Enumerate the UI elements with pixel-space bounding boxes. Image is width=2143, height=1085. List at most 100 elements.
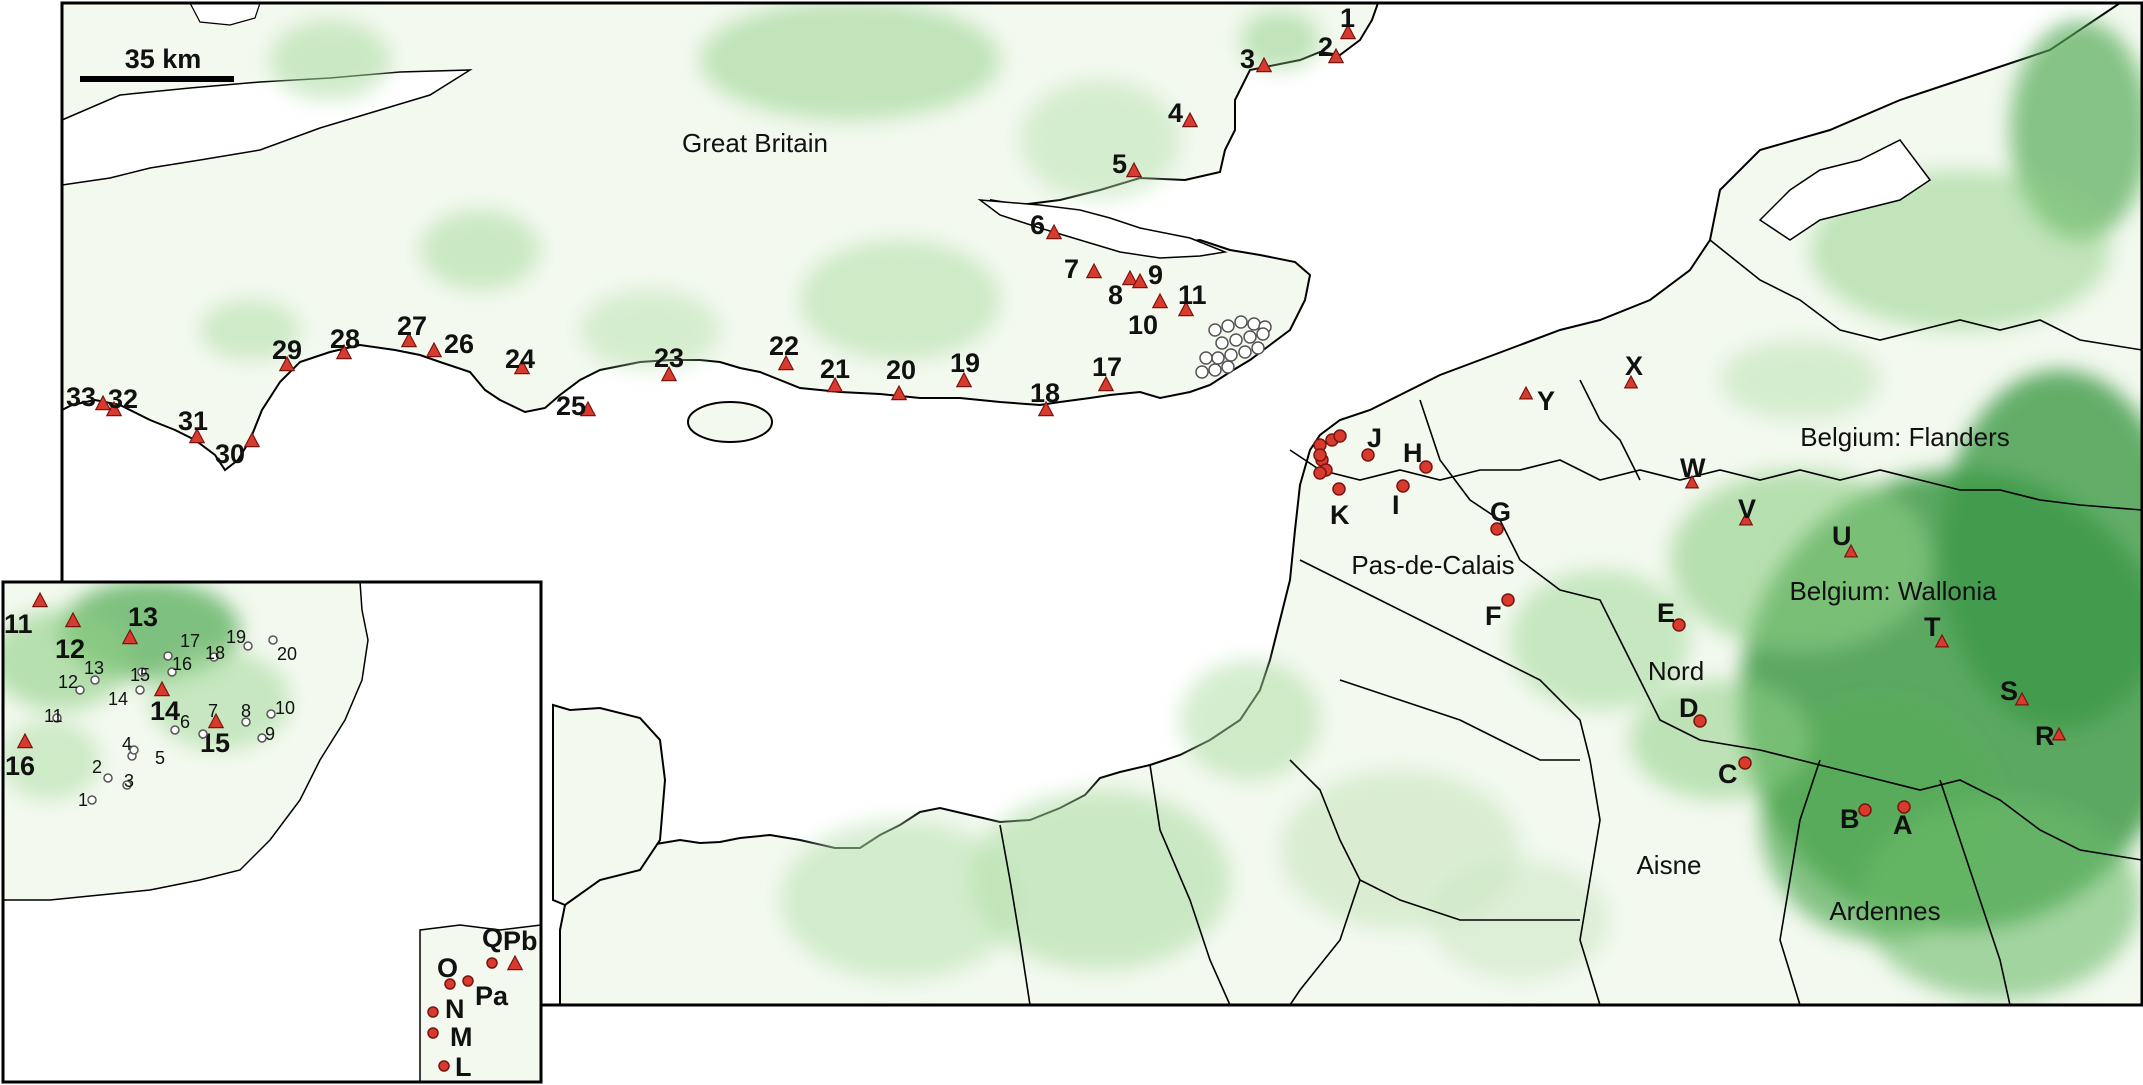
site-marker-I	[1396, 479, 1410, 493]
inset-circle-label-2: 2	[92, 757, 102, 777]
site-marker-X	[1623, 374, 1639, 389]
inset-circle-label-13: 13	[84, 658, 104, 678]
inset-circle-label-14: 14	[108, 689, 128, 709]
scheldt-estuary	[1758, 139, 1932, 241]
inset-site-label-11: 11	[4, 609, 33, 639]
inset-circle-label-10: 10	[275, 698, 295, 718]
region-label-flanders: Belgium: Flanders	[1800, 422, 2010, 452]
site-label-22: 22	[769, 331, 799, 361]
isle-of-wight	[687, 401, 773, 443]
inset-open-circle-15	[137, 667, 147, 677]
site-marker-B	[1858, 803, 1872, 817]
site-label-S: S	[2000, 676, 2018, 706]
inset-coast-label-Pb: Pb	[503, 926, 538, 956]
site-label-I: I	[1392, 490, 1400, 520]
inset-open-circle-17	[163, 651, 173, 661]
inset-coast-marker-L	[438, 1060, 450, 1072]
site-marker-31	[188, 427, 206, 444]
inset-circle-label-1: 1	[78, 790, 88, 810]
inset-circle-label-5: 5	[155, 748, 165, 768]
site-label-8: 8	[1108, 280, 1123, 310]
inset-site-marker-11	[31, 591, 49, 608]
site-label-3: 3	[1240, 44, 1255, 74]
site-marker-30	[243, 431, 261, 448]
site-label-30: 30	[215, 439, 245, 469]
site-label-B: B	[1840, 804, 1860, 834]
inset-open-circle-13	[90, 675, 100, 685]
site-label-4: 4	[1168, 98, 1183, 128]
bristol-channel	[62, 69, 473, 186]
site-marker-U	[1843, 543, 1859, 558]
site-label-1: 1	[1340, 3, 1355, 33]
inset-open-circle-16	[167, 667, 177, 677]
inset-coast-marker-O	[444, 978, 456, 990]
inset-open-circle-5	[129, 745, 139, 755]
scale-bar-line	[80, 76, 234, 82]
inset-open-circle-11	[52, 713, 62, 723]
inset-frame	[1, 580, 543, 1084]
site-label-T: T	[1924, 612, 1941, 642]
site-marker-26	[425, 341, 443, 358]
inset-open-circle-6	[170, 725, 180, 735]
site-marker-20	[890, 384, 908, 401]
normandy-peninsula	[552, 703, 667, 907]
inset-coast-marker-N	[427, 1006, 439, 1018]
site-label-C: C	[1718, 759, 1738, 789]
inset-site-marker-13	[121, 628, 139, 645]
inset-open-circle-10	[266, 709, 276, 719]
site-label-28: 28	[330, 324, 360, 354]
inset-circle-label-20: 20	[277, 644, 297, 664]
inset-coast-label-O: O	[437, 953, 458, 983]
inset-coast-marker-Q	[486, 957, 498, 969]
inset-coast-marker-Pa	[462, 975, 474, 987]
kent-open-circles	[1195, 315, 1272, 379]
inset-coast-marker-M	[427, 1027, 439, 1039]
site-label-27: 27	[397, 311, 427, 341]
site-marker-6	[1045, 223, 1063, 240]
uk-triangle-sites: 1234567891011171819202122232425262728293…	[66, 3, 1357, 469]
site-label-6: 6	[1030, 210, 1045, 240]
site-label-W: W	[1680, 453, 1706, 483]
site-marker-V	[1738, 511, 1754, 526]
site-label-U: U	[1832, 521, 1852, 551]
site-marker-3	[1255, 56, 1273, 73]
site-label-9: 9	[1148, 260, 1163, 290]
site-marker-R	[2051, 726, 2067, 741]
inset-coast-label-L: L	[455, 1052, 472, 1082]
inset-site-marker-15	[207, 712, 225, 729]
site-label-21: 21	[820, 354, 850, 384]
site-label-11: 11	[1178, 280, 1207, 310]
site-label-25: 25	[556, 391, 586, 421]
inset-circle-label-6: 6	[180, 712, 190, 732]
inset-open-circle-18	[209, 652, 219, 662]
site-label-E: E	[1657, 598, 1675, 628]
admin-borders	[999, 239, 2142, 1005]
site-marker-21	[826, 376, 844, 393]
inset-circle-label-15: 15	[130, 665, 150, 685]
site-marker-T	[1934, 633, 1950, 648]
inset-circle-label-11: 11	[44, 706, 63, 726]
site-marker-4	[1181, 111, 1199, 128]
density-surface	[200, 3, 2142, 1000]
site-label-19: 19	[950, 348, 980, 378]
site-label-5: 5	[1112, 149, 1127, 179]
site-marker-A	[1897, 800, 1911, 814]
inset-coast-label-N: N	[445, 994, 465, 1024]
inset-circle-label-3: 3	[124, 771, 134, 791]
inset-coast-marker-Pb	[506, 954, 524, 971]
inset-circle-label-12: 12	[58, 672, 78, 692]
inset-open-circle-8	[241, 717, 251, 727]
site-label-24: 24	[505, 344, 535, 374]
french-coast-cluster	[1313, 429, 1347, 480]
site-label-29: 29	[272, 335, 302, 365]
inset-site-label-12: 12	[55, 634, 85, 664]
site-label-23: 23	[654, 343, 684, 373]
site-marker-W	[1684, 474, 1700, 489]
region-label-pas-de-calais: Pas-de-Calais	[1351, 550, 1514, 580]
region-label-great-britain: Great Britain	[682, 128, 828, 158]
inset-site-marker-16	[16, 732, 34, 749]
site-label-K: K	[1330, 500, 1350, 530]
